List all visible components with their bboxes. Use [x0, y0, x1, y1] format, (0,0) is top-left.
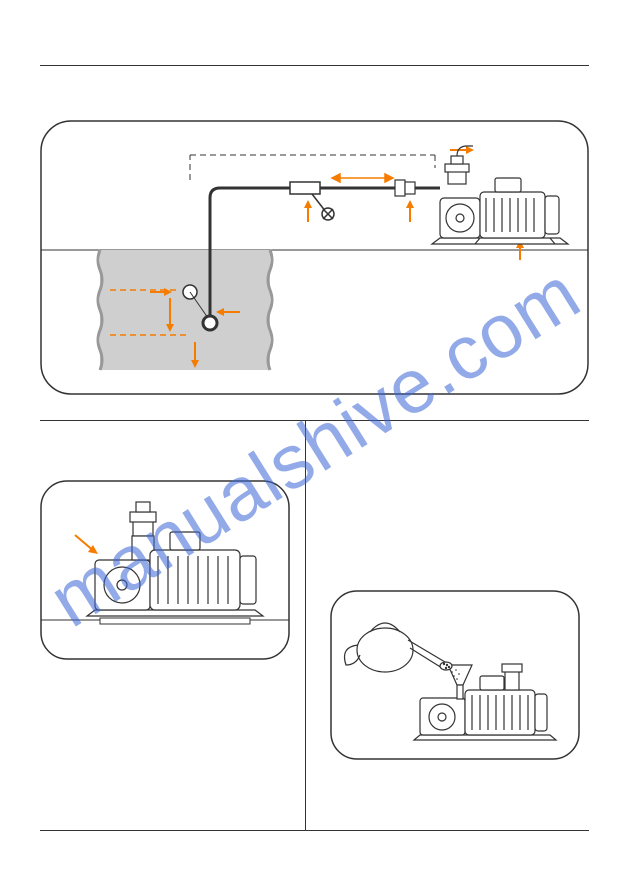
figure-c — [330, 590, 580, 760]
arrow-span — [332, 174, 393, 182]
arrow-up-1 — [304, 200, 312, 222]
pump — [414, 664, 556, 740]
union — [395, 180, 415, 196]
watering-can — [345, 623, 453, 672]
figure-b — [40, 480, 290, 660]
arrow-pointer — [75, 535, 98, 554]
figure-c-svg — [330, 590, 580, 760]
dashed-guides — [190, 155, 435, 180]
rule-top — [40, 65, 589, 66]
figure-b-svg — [40, 480, 290, 660]
rule-bottom — [40, 830, 589, 831]
rule-vertical — [305, 420, 306, 830]
rule-mid — [40, 420, 589, 421]
figure-a — [40, 120, 589, 395]
pump — [87, 502, 263, 616]
anchor-plate — [100, 618, 250, 624]
arrow-up-2 — [406, 200, 414, 222]
pump — [432, 146, 568, 244]
figure-a-svg — [40, 120, 589, 395]
tank — [98, 250, 272, 370]
